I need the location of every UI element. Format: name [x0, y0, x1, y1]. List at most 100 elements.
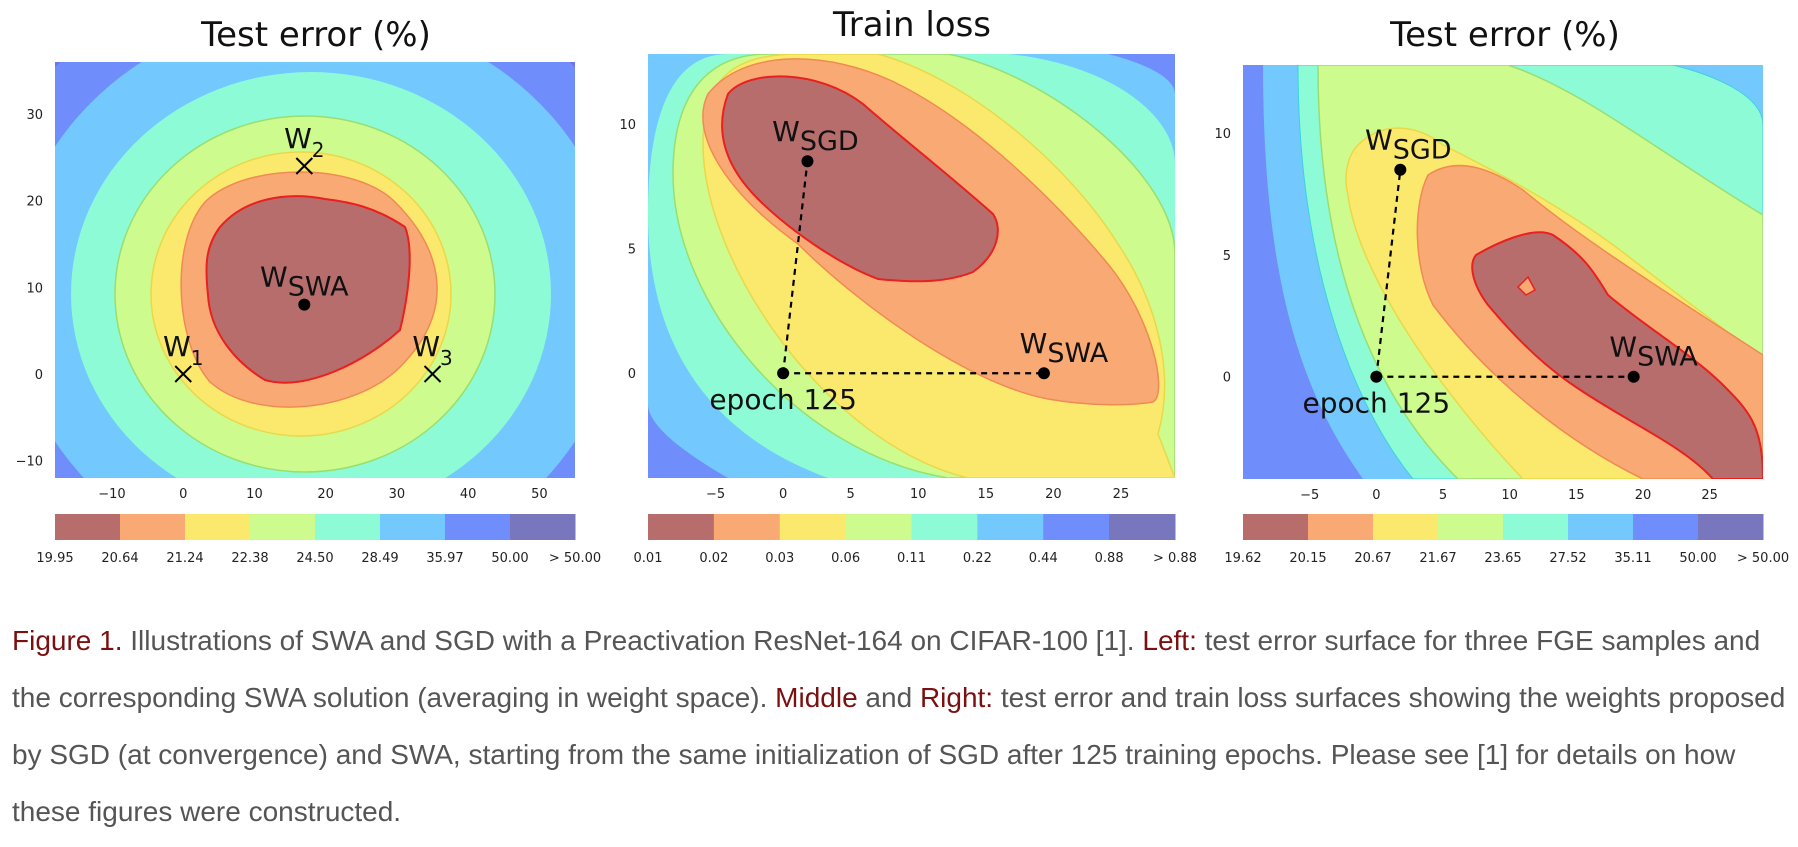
x-tick-label: −5: [706, 487, 725, 502]
colorbar-label: 21.67: [1419, 551, 1456, 566]
x-tick-label: 40: [460, 487, 477, 502]
y-tick-label: 5: [1223, 249, 1231, 264]
data-point-marker: [801, 155, 814, 168]
caption-right-label: Right:: [919, 682, 994, 713]
data-point-label: W3: [412, 330, 452, 370]
colorbar-label: 28.49: [361, 551, 398, 566]
colorbar-label: 50.00: [1679, 551, 1716, 566]
x-tick-label: 30: [389, 487, 406, 502]
y-tick-label: 0: [35, 368, 43, 383]
x-tick-label: 5: [1439, 488, 1447, 503]
caption-text: test error and train loss surfaces showi…: [12, 682, 1786, 827]
colorbar-label: 20.64: [101, 551, 138, 566]
colorbar-swatch: [977, 514, 1044, 540]
colorbar-label: 23.65: [1484, 551, 1521, 566]
colorbar-label: 0.11: [897, 551, 926, 566]
dashed-path: [782, 161, 809, 374]
colorbar-label: 0.88: [1095, 551, 1124, 566]
colorbar-label: 0.01: [634, 551, 663, 566]
x-tick-label: 20: [1635, 488, 1652, 503]
colorbar-label: 24.50: [296, 551, 333, 566]
chart-title: Test error (%): [200, 15, 431, 55]
x-tick-label: 0: [779, 487, 787, 502]
colorbar-swatch: [1109, 514, 1175, 540]
data-point-label: WSGD: [772, 115, 859, 157]
x-tick-label: 25: [1113, 487, 1130, 502]
colorbar: 0.01 0.02 0.03 0.06 0.11 0.22 0.44 0.88 > 0.88: [634, 514, 1197, 566]
colorbar-swatch: [250, 514, 316, 540]
colorbar-label: 35.97: [426, 551, 463, 566]
y-tick-label: 0: [1223, 371, 1231, 386]
colorbar-swatch: [911, 514, 978, 540]
contour-plot: [55, 62, 575, 478]
contour-band: [721, 75, 999, 283]
y-tick-label: 20: [26, 195, 43, 210]
x-tick-label: 10: [246, 487, 263, 502]
y-tick-label: 10: [619, 118, 636, 133]
colorbar-swatch: [315, 514, 381, 540]
colorbar-label: 35.11: [1614, 551, 1651, 566]
x-tick-label: 0: [179, 487, 187, 502]
colorbar-swatch: [779, 514, 847, 540]
x-tick-label: 0: [1372, 488, 1380, 503]
colorbar-swatch: [120, 514, 186, 540]
colorbar-label: > 50.00: [549, 551, 601, 566]
data-point-label: W2: [284, 122, 324, 162]
colorbar-swatch: [1373, 514, 1439, 540]
colorbar-label: 0.22: [963, 551, 992, 566]
data-point-marker: [174, 365, 192, 383]
data-point-label: WSWA: [1609, 331, 1698, 373]
colorbar-label: > 0.88: [1153, 551, 1197, 566]
colorbar-label: 0.06: [831, 551, 860, 566]
colorbar-swatch: [1633, 514, 1699, 540]
colorbar-label: 0.02: [699, 551, 728, 566]
caption-figure-label: Figure 1.: [12, 625, 123, 656]
colorbar-swatch: [380, 514, 446, 540]
x-tick-label: 50: [531, 487, 548, 502]
colorbar-swatch: [845, 514, 912, 540]
y-tick-label: 10: [26, 281, 43, 296]
data-point-marker: [423, 365, 442, 383]
chart-title: Train loss: [832, 5, 991, 45]
colorbar-label: 50.00: [491, 551, 528, 566]
caption-middle-label: Middle: [775, 682, 858, 713]
y-tick-label: 5: [628, 243, 636, 258]
colorbar-label: 19.95: [36, 551, 73, 566]
data-point-marker: [298, 298, 311, 311]
x-tick-label: 20: [1045, 487, 1062, 502]
data-point-marker: [1627, 370, 1640, 383]
data-point-label: WSWA: [1020, 327, 1109, 369]
colorbar-swatch: [1503, 514, 1569, 540]
dashed-path: [1375, 169, 1402, 377]
data-point-marker: [777, 367, 790, 380]
colorbar-label: 0.03: [765, 551, 794, 566]
colorbar-label: 20.15: [1289, 551, 1326, 566]
data-point-marker: [295, 157, 314, 175]
contour-band: [1471, 231, 1763, 479]
data-point-marker: [1394, 163, 1407, 176]
panel-left: Test error (%) −10 0 10 20 30 40 50 −10 0 10 20 30 W…: [16, 15, 602, 566]
colorbar-swatch: [55, 514, 121, 540]
data-point-marker: [1037, 367, 1050, 380]
y-tick-label: 10: [1214, 127, 1231, 142]
caption-text: test error surface for three FGE samples…: [12, 625, 1761, 713]
colorbar-label: > 50.00: [1737, 551, 1789, 566]
colorbar-swatch: [648, 514, 715, 540]
x-tick-label: 15: [978, 487, 995, 502]
data-point-label: epoch 125: [709, 383, 857, 416]
figure-caption: Figure 1. Illustrations of SWA and SGD w…: [12, 612, 1787, 840]
colorbar-label: 27.52: [1549, 551, 1586, 566]
data-point-label: WSGD: [1365, 124, 1452, 166]
data-point-label: epoch 125: [1303, 387, 1451, 420]
data-point-label: WSWA: [260, 261, 349, 303]
data-point-marker: [1370, 370, 1383, 383]
colorbar-label: 21.24: [166, 551, 203, 566]
colorbar: 19.95 20.64 21.24 22.38 24.50 28.49 35.97 50.00…: [36, 514, 601, 566]
panel-middle: Train loss −5 0 5 10 15 20 25 0 5 10 WSGD WSWA epoch…: [619, 5, 1197, 566]
x-tick-label: 10: [1501, 488, 1518, 503]
caption-left-label: Left:: [1142, 625, 1197, 656]
contour-band: [205, 195, 411, 384]
y-tick-label: −10: [16, 455, 43, 470]
figure: Test error (%) −10 0 10 20 30 40 50−100102030W…: [16, 5, 1790, 566]
colorbar-label: 20.67: [1354, 551, 1391, 566]
